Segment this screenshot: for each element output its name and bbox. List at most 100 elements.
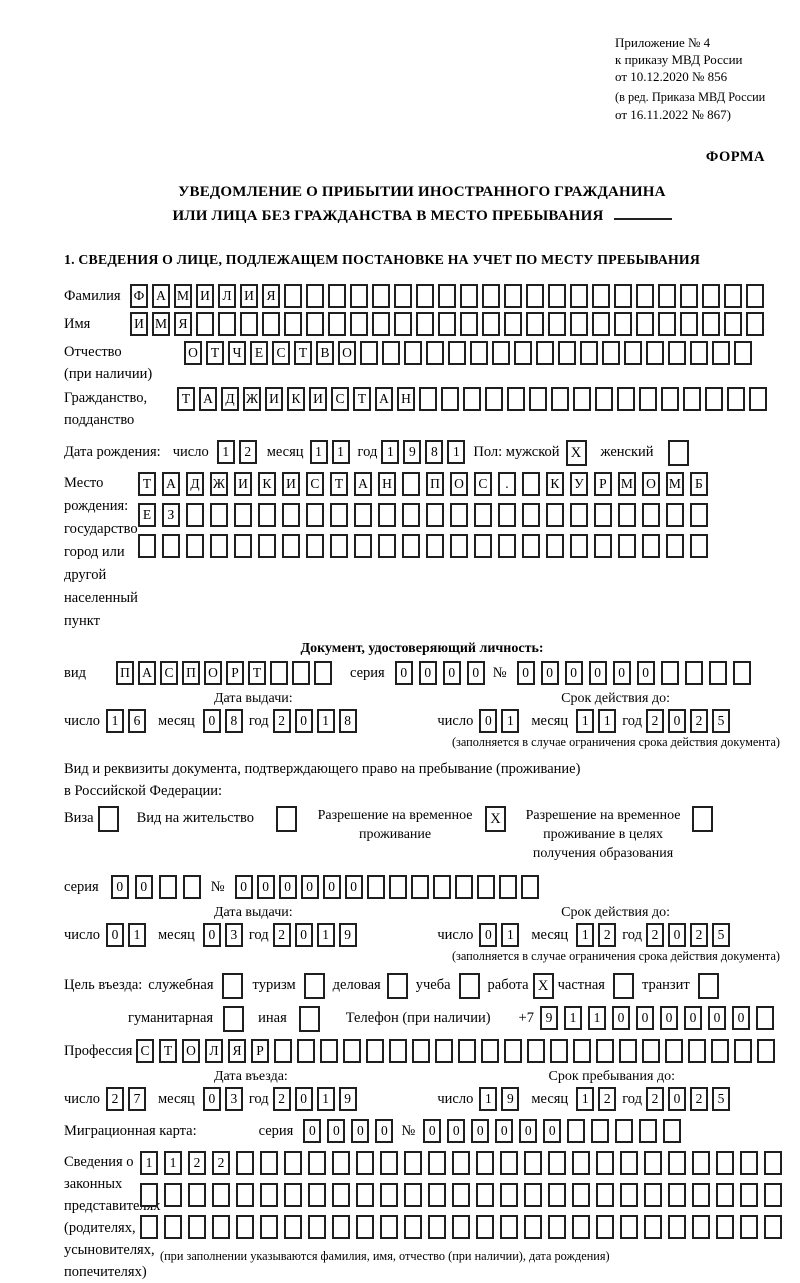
birth-place-row: Место рождения: государство город или др… [64,472,780,633]
visa-checkbox[interactable] [97,806,119,832]
temp-residence-checkbox[interactable]: X [485,806,507,832]
birth-place-line3-cells[interactable] [137,534,714,558]
entry-date-head: Дата въезда: [214,1069,288,1084]
appendix-reference: Приложение № 4 к приказу МВД России от 1… [615,34,780,123]
form-label: ФОРМА [705,149,765,165]
purpose-business-checkbox[interactable] [221,973,243,999]
residence-permit-checkbox[interactable] [276,806,298,832]
form-title-line1: УВЕДОМЛЕНИЕ О ПРИБЫТИИ ИНОСТРАННОГО ГРАЖ… [178,184,666,200]
phone-prefix: +7 [518,1010,534,1026]
appendix-edit-note: (в ред. Приказа МВД России [615,90,766,104]
residence-doc-line2: в Российской Федерации: [64,783,223,799]
purpose-commercial-checkbox[interactable] [386,973,408,999]
sex-male-checkbox[interactable]: X [565,440,587,466]
appendix-line: от 10.12.2020 № 856 [615,69,728,84]
identity-doc-date-heads: Дата выдачи: Срок действия до: [64,691,780,707]
residence-doc-date-heads: Дата выдачи: Срок действия до: [64,905,780,921]
residence-number-label: № [210,879,225,895]
year-label: год [622,927,642,943]
visa-label: Виза [64,810,94,826]
sex-female-checkbox[interactable] [667,440,689,466]
temp-residence-education-checkbox[interactable] [692,806,714,832]
residence-permit-label: Вид на жительство [136,810,255,826]
purpose-study-checkbox[interactable] [458,973,480,999]
purpose-humanitarian-label: гуманитарная [128,1010,214,1026]
purpose-commercial-label: деловая [332,977,381,993]
month-label: месяц [531,1091,569,1107]
month-label: месяц [157,927,195,943]
year-label: год [622,713,642,729]
purpose-work-label: работа [487,977,529,993]
month-label: месяц [266,444,304,460]
temp-residence-education-label: Разрешение на временное проживание в цел… [525,808,681,861]
day-label: число [64,1091,100,1107]
day-label: число [64,713,100,729]
name-label: Имя [64,316,91,332]
purpose-tourism-checkbox[interactable] [303,973,325,999]
month-label: месяц [157,1091,195,1107]
title-blank-line [613,204,672,220]
representatives-line2-cells[interactable] [140,1183,788,1207]
purpose-work-checkbox[interactable]: X [532,973,554,999]
purpose-humanitarian-checkbox[interactable] [223,1006,245,1032]
purpose-other-checkbox[interactable] [298,1006,320,1032]
temp-residence-label: Разрешение на временное проживание [317,808,473,842]
purpose-transit-checkbox[interactable] [697,973,719,999]
month-label: месяц [531,927,569,943]
purpose-private-checkbox[interactable] [612,973,634,999]
representatives-line3-cells[interactable] [140,1215,788,1239]
representatives-row: Сведения о законных представителях (роди… [64,1151,782,1283]
stay-until-head: Срок пребывания до: [548,1069,675,1084]
purpose-business-label: служебная [148,977,214,993]
mc-number-label: № [401,1123,416,1139]
representatives-label: Сведения о законных представителях (роди… [64,1154,161,1280]
year-label: год [248,927,269,943]
doc-number-label: № [492,665,507,681]
purpose-tourism-label: туризм [252,977,296,993]
